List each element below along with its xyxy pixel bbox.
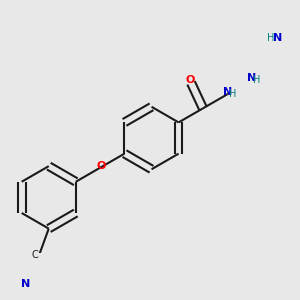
Text: N: N: [247, 73, 256, 83]
Text: O: O: [185, 76, 195, 85]
Text: H: H: [253, 75, 261, 85]
Text: N: N: [21, 279, 30, 289]
Text: C: C: [32, 250, 38, 260]
Text: H: H: [229, 89, 236, 99]
Text: N: N: [273, 33, 282, 43]
Text: N: N: [223, 87, 232, 97]
Text: H: H: [268, 33, 275, 43]
Text: S: S: [299, 76, 300, 86]
Text: O: O: [97, 161, 106, 171]
